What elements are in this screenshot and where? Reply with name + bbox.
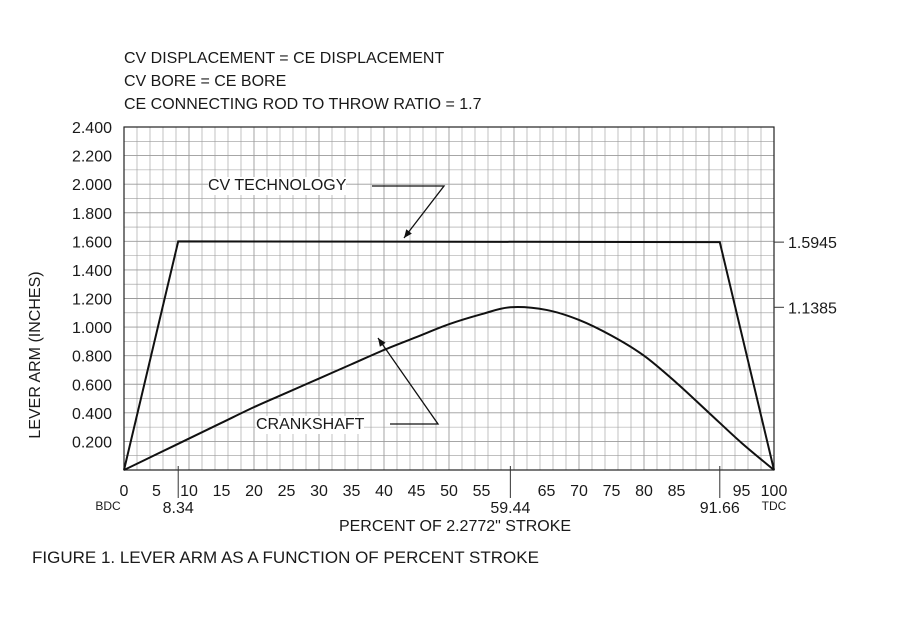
series-line-cv-technology [123, 240, 775, 471]
end-label: BDC [95, 499, 121, 513]
x-tick-label: 45 [408, 483, 426, 500]
x-tick-label: 25 [278, 483, 296, 500]
y-tick-label: 0.800 [72, 349, 112, 366]
y-tick-label: 1.000 [72, 320, 112, 337]
x-tick-label: 5 [152, 483, 161, 500]
y-tick-label: 0.400 [72, 406, 112, 423]
x-tick-label: 95 [733, 483, 751, 500]
series-label-crankshaft: CRANKSHAFT [256, 416, 365, 434]
axes [123, 126, 784, 498]
figure-caption: FIGURE 1. LEVER ARM AS A FUNCTION OF PER… [32, 548, 539, 567]
x-tick-label: 40 [375, 483, 393, 500]
x-tick-label: 70 [570, 483, 588, 500]
y-tick-label: 1.600 [72, 234, 112, 251]
series-lines [123, 240, 775, 471]
y-axis-title: LEVER ARM (INCHES) [27, 271, 44, 439]
x-tick-label: 100 [761, 483, 788, 500]
end-label: TDC [762, 499, 787, 513]
note-line-2: CV BORE = CE BORE [124, 73, 287, 90]
note-line-3: CE CONNECTING ROD TO THROW RATIO = 1.7 [124, 96, 482, 113]
x-mark-label: 8.34 [163, 500, 194, 517]
x-tick-label: 30 [310, 483, 328, 500]
right-value-label: 1.5945 [788, 235, 837, 252]
x-tick-label: 85 [668, 483, 686, 500]
y-tick-label: 1.200 [72, 292, 112, 309]
leader-crankshaft [377, 337, 440, 425]
x-tick-label: 55 [473, 483, 491, 500]
y-tick-label: 1.800 [72, 206, 112, 223]
y-tick-label: 0.200 [72, 434, 112, 451]
x-mark-label: 59.44 [490, 500, 530, 517]
leader-arrowhead [378, 338, 386, 347]
y-tick-label: 1.400 [72, 263, 112, 280]
note-line-1: CV DISPLACEMENT = CE DISPLACEMENT [124, 50, 445, 67]
right-value-label: 1.1385 [788, 300, 837, 317]
y-tick-label: 0.600 [72, 377, 112, 394]
y-tick-label: 2.200 [72, 149, 112, 166]
y-tick-label: 2.000 [72, 177, 112, 194]
x-tick-label: 80 [635, 483, 653, 500]
x-tick-label: 15 [213, 483, 231, 500]
x-tick-label: 65 [538, 483, 556, 500]
x-tick-label: 20 [245, 483, 263, 500]
x-tick-label: 35 [343, 483, 361, 500]
x-tick-label: 75 [603, 483, 621, 500]
leader-cv-technology [372, 185, 446, 239]
y-tick-label: 2.400 [72, 120, 112, 137]
x-tick-label: 0 [120, 483, 129, 500]
x-tick-label: 50 [440, 483, 458, 500]
plot-frame [123, 126, 775, 471]
x-tick-label: 10 [180, 483, 198, 500]
x-axis-title: PERCENT OF 2.2772" STROKE [338, 518, 572, 535]
tick-labels: 0.200 0.400 0.600 0.800 1.000 1.200 1.400 1.600… [72, 120, 837, 517]
leader-arrowhead [404, 229, 412, 238]
x-mark-label: 91.66 [700, 500, 740, 517]
series-label-cv-technology: CV TECHNOLOGY [208, 177, 347, 195]
series-line-crankshaft [123, 306, 775, 471]
